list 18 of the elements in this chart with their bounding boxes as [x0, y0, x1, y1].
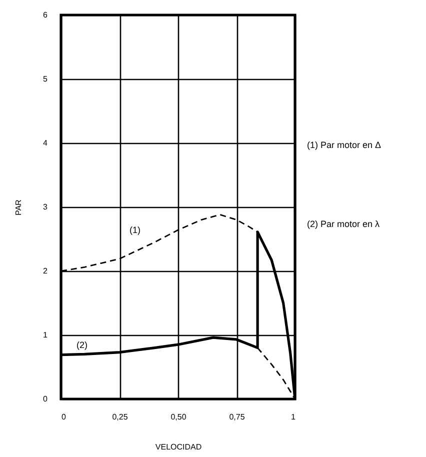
y-tick-label: 2	[43, 266, 48, 276]
x-axis-title: VELOCIDAD	[155, 442, 202, 452]
text: (1) Par motor en Δ	[307, 140, 382, 150]
text: (2) Par motor en λ	[307, 219, 380, 229]
x-tick-label: 0,50	[170, 412, 187, 422]
x-tick-label: 0,25	[112, 412, 128, 422]
annotation: (2)	[76, 340, 88, 350]
y-tick-label: 4	[43, 138, 48, 148]
y-axis-title: PAR	[14, 199, 24, 216]
x-tick-label: 0,75	[229, 412, 246, 422]
annotation: (1)	[130, 225, 140, 235]
y-tick-label: 3	[43, 202, 48, 212]
y-tick-label: 1	[43, 330, 48, 340]
x-tick-label: 0	[62, 412, 66, 422]
y-tick-label: 0	[43, 394, 48, 404]
y-tick-label: 5	[43, 74, 48, 84]
x-tick-label: 1	[291, 412, 296, 422]
y-tick-label: 6	[43, 10, 48, 20]
